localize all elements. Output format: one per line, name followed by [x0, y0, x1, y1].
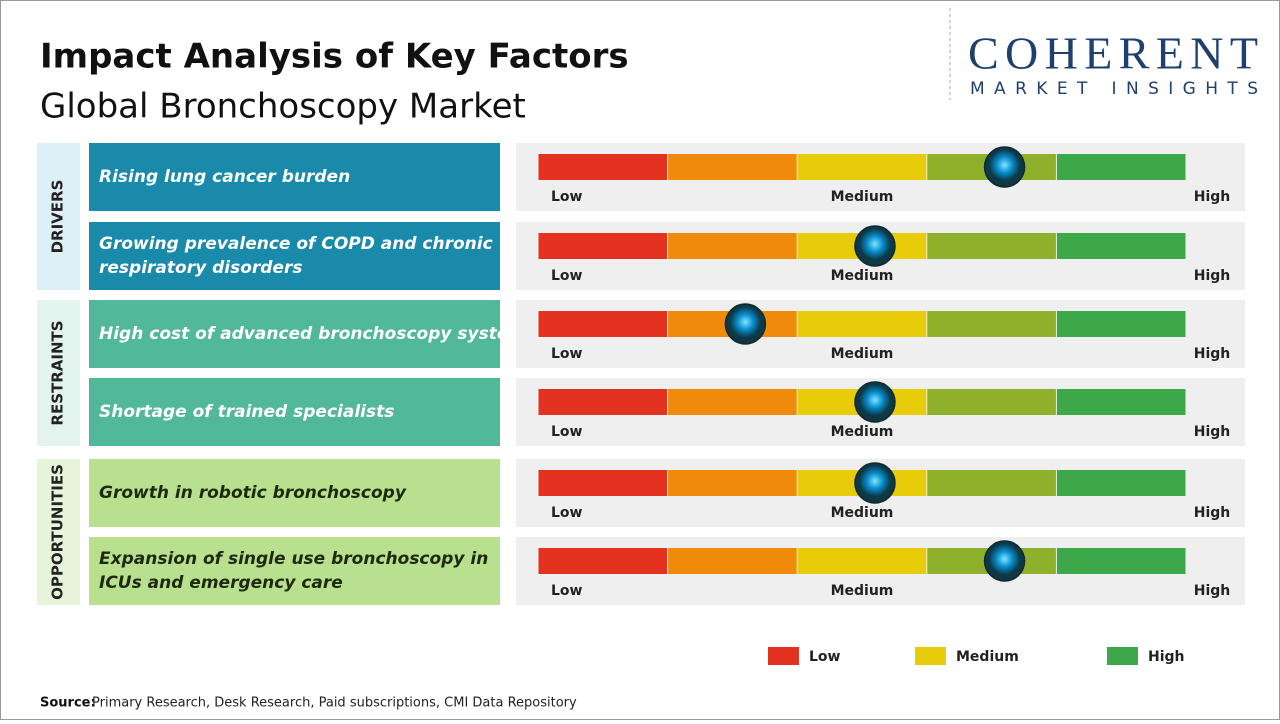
title: Impact Analysis of Key Factors	[40, 37, 629, 77]
group-label: OPPORTUNITIES	[49, 464, 67, 600]
logo-tagline: MARKET INSIGHTS	[970, 79, 1258, 99]
factor-label: High cost of advanced bronchoscopy syste…	[99, 324, 536, 344]
scale-label: Medium	[831, 505, 894, 521]
impact-knob	[854, 381, 896, 423]
scale-segment	[538, 233, 668, 259]
scale-segment	[538, 311, 668, 337]
scale-segment	[927, 389, 1056, 415]
factor-label: Shortage of trained specialists	[99, 402, 394, 422]
impact-knob	[854, 225, 896, 267]
factor-label: Rising lung cancer burden	[99, 167, 350, 187]
scale-segment	[927, 311, 1056, 337]
scale-label: Medium	[831, 268, 894, 284]
factor-box	[89, 537, 500, 605]
scale-label: High	[1194, 189, 1231, 205]
scale-segment	[538, 154, 668, 180]
scale-segment	[927, 470, 1056, 496]
scale-segment	[927, 233, 1056, 259]
scale-label: Medium	[831, 583, 894, 599]
legend-label: Low	[809, 649, 841, 665]
scale-segment	[538, 548, 668, 574]
group-label-box	[37, 459, 80, 605]
scale-label: Medium	[831, 189, 894, 205]
scale-label: Low	[551, 505, 583, 521]
legend-swatch	[768, 647, 799, 665]
scale-label: Low	[551, 424, 583, 440]
scale-segment	[538, 389, 668, 415]
scale-segment	[1056, 311, 1186, 337]
scale-label: High	[1194, 424, 1231, 440]
factor-box	[89, 459, 500, 527]
factor-label: Growth in robotic bronchoscopy	[99, 483, 407, 503]
impact-knob	[724, 303, 767, 345]
group-label: DRIVERS	[49, 180, 67, 254]
scale-segment	[797, 154, 927, 180]
legend-label: High	[1148, 649, 1185, 665]
scale-segment	[668, 233, 797, 259]
source-label: Source:	[40, 696, 96, 711]
scale-label: Low	[551, 346, 583, 362]
scale-segment	[1056, 154, 1186, 180]
scale-label: High	[1194, 505, 1231, 521]
scale-segment	[538, 470, 668, 496]
factor-box	[89, 222, 500, 290]
group-label-box	[37, 300, 80, 446]
scale-segment	[1056, 470, 1186, 496]
impact-knob	[854, 462, 896, 504]
group-label: RESTRAINTS	[49, 320, 67, 425]
scale-segment	[668, 154, 797, 180]
subtitle: Global Bronchoscopy Market	[40, 87, 526, 127]
scale-label: High	[1194, 346, 1231, 362]
scale-segment	[668, 470, 797, 496]
legend-swatch	[915, 647, 946, 665]
scale-label: Low	[551, 189, 583, 205]
scale-segment	[1056, 389, 1186, 415]
factor-label: Expansion of single use bronchoscopy in I…	[99, 549, 488, 593]
scale-segment	[797, 311, 927, 337]
factor-box	[89, 378, 500, 446]
impact-knob	[983, 540, 1026, 582]
impact-knob	[983, 146, 1026, 188]
scale-label: Medium	[831, 424, 894, 440]
scale-segment	[1056, 548, 1186, 574]
scale-label: Low	[551, 268, 583, 284]
scale-segment	[668, 389, 797, 415]
scale-label: Low	[551, 583, 583, 599]
group-label-box	[37, 143, 80, 290]
scale-label: High	[1194, 268, 1231, 284]
factor-box	[89, 143, 500, 211]
factor-label: Growing prevalence of COPD and chronic re…	[99, 234, 493, 278]
source-text: Primary Research, Desk Research, Paid su…	[92, 696, 577, 711]
scale-segment	[668, 548, 797, 574]
legend-label: Medium	[956, 649, 1019, 665]
legend-swatch	[1107, 647, 1138, 665]
scale-label: Medium	[831, 346, 894, 362]
scale-segment	[797, 548, 927, 574]
factor-box	[89, 300, 500, 368]
scale-label: High	[1194, 583, 1231, 599]
scale-segment	[1056, 233, 1186, 259]
